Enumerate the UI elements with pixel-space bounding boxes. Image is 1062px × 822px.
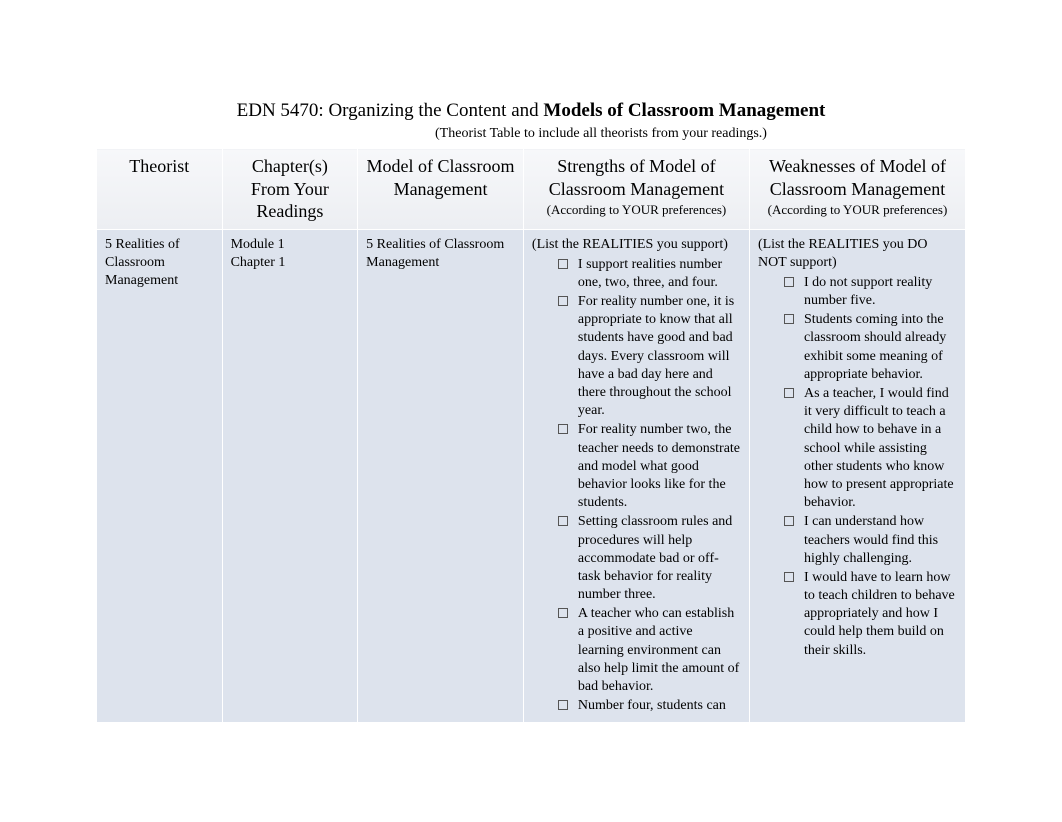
col-header-theorist: Theorist [97,149,223,230]
list-item: A teacher who can establish a positive a… [556,605,741,696]
list-item: I can understand how teachers would find… [782,513,957,568]
theorist-text: 5 Realities of Classroom Management [105,237,180,288]
document-title: EDN 5470: Organizing the Content and Mod… [0,100,1062,122]
list-item: I do not support reality number five. [782,274,957,310]
chapter-line-1: Module 1 [231,236,350,254]
col-subtitle: (According to YOUR preferences) [758,202,957,218]
list-item: I support realities number one, two, thr… [556,256,741,292]
list-item: For reality number one, it is appropriat… [556,293,741,420]
col-header-strengths: Strengths of Model of Classroom Manageme… [523,149,749,230]
list-item: As a teacher, I would find it very diffi… [782,385,957,512]
list-item: Number four, students can [556,697,741,715]
col-header-chapter: Chapter(s) From Your Readings [222,149,358,230]
chapter-line-2: Chapter 1 [231,254,350,272]
col-title: Strengths of Model of Classroom Manageme… [532,155,741,200]
col-title: Weaknesses of Model of Classroom Managem… [758,155,957,200]
cell-model: 5 Realities of Classroom Management [358,229,524,723]
list-item: Setting classroom rules and procedures w… [556,513,741,604]
col-title: Theorist [105,155,214,178]
title-bold: Models of Classroom Management [543,100,825,121]
list-item: I would have to learn how to teach child… [782,569,957,660]
cell-chapter: Module 1 Chapter 1 [222,229,358,723]
document-subtitle: (Theorist Table to include all theorists… [0,126,1062,142]
theorist-table: Theorist Chapter(s) From Your Readings M… [96,148,966,723]
cell-weaknesses: (List the REALITIES you DO NOT support) … [749,229,965,723]
theorist-table-wrapper: Theorist Chapter(s) From Your Readings M… [96,148,966,723]
col-subtitle: (According to YOUR preferences) [532,202,741,218]
list-item: For reality number two, the teacher need… [556,421,741,512]
col-header-model: Model of Classroom Management [358,149,524,230]
list-item: Students coming into the classroom shoul… [782,311,957,384]
cell-theorist: 5 Realities of Classroom Management [97,229,223,723]
document-header: EDN 5470: Organizing the Content and Mod… [0,100,1062,122]
title-prefix: EDN 5470: Organizing the Content and [237,100,544,121]
model-text: 5 Realities of Classroom Management [366,237,504,270]
cell-strengths: (List the REALITIES you support) I suppo… [523,229,749,723]
weaknesses-list: I do not support reality number five. St… [758,274,957,660]
strengths-list: I support realities number one, two, thr… [532,256,741,716]
strengths-prompt: (List the REALITIES you support) [532,236,741,254]
table-row: 5 Realities of Classroom Management Modu… [97,229,966,723]
col-header-weaknesses: Weaknesses of Model of Classroom Managem… [749,149,965,230]
table-header-row: Theorist Chapter(s) From Your Readings M… [97,149,966,230]
col-title: Chapter(s) From Your Readings [231,155,350,223]
weaknesses-prompt: (List the REALITIES you DO NOT support) [758,236,957,272]
col-title: Model of Classroom Management [366,155,515,200]
